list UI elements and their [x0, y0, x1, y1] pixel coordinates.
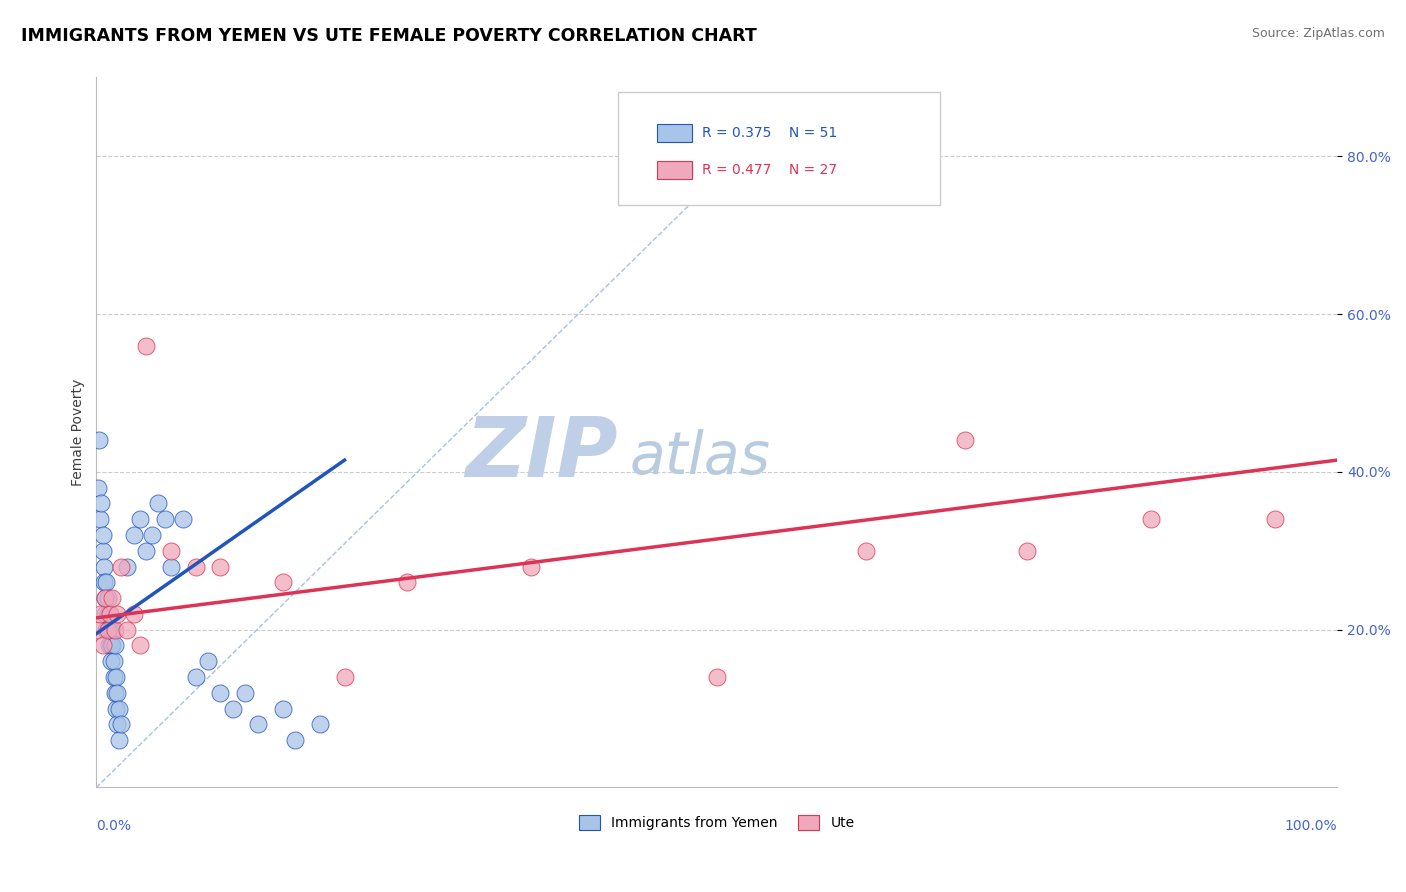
Point — [98, 607, 121, 621]
Point — [91, 639, 114, 653]
Point — [184, 559, 207, 574]
Point — [94, 591, 117, 606]
Point — [87, 434, 110, 448]
Text: 100.0%: 100.0% — [1285, 820, 1337, 833]
Point — [128, 512, 150, 526]
Point — [110, 559, 132, 574]
Point — [284, 733, 307, 747]
Point — [141, 528, 163, 542]
Point — [107, 717, 129, 731]
Point — [100, 654, 122, 668]
Point — [98, 623, 121, 637]
Point — [90, 496, 112, 510]
Point — [271, 701, 294, 715]
Text: R = 0.375    N = 51: R = 0.375 N = 51 — [702, 126, 837, 140]
Point — [159, 543, 181, 558]
Point — [103, 670, 125, 684]
Point — [135, 339, 157, 353]
Point — [519, 559, 541, 574]
Point — [395, 575, 418, 590]
Point — [97, 623, 120, 637]
Point — [89, 512, 111, 526]
Point — [308, 717, 330, 731]
Point — [233, 686, 256, 700]
Point — [117, 623, 139, 637]
Point — [953, 434, 976, 448]
Point — [1264, 512, 1286, 526]
Point — [94, 591, 117, 606]
Point — [101, 639, 124, 653]
Point — [159, 559, 181, 574]
FancyBboxPatch shape — [617, 92, 941, 205]
Point — [94, 607, 117, 621]
Point — [855, 543, 877, 558]
Point — [153, 512, 176, 526]
Point — [172, 512, 194, 526]
Point — [706, 670, 728, 684]
Point — [209, 559, 232, 574]
Point — [91, 543, 114, 558]
Point — [96, 575, 118, 590]
Point — [197, 654, 219, 668]
Point — [96, 623, 118, 637]
Y-axis label: Female Poverty: Female Poverty — [72, 379, 86, 486]
Point — [105, 701, 128, 715]
Point — [107, 733, 129, 747]
Point — [107, 607, 129, 621]
Text: 0.0%: 0.0% — [97, 820, 131, 833]
Point — [103, 654, 125, 668]
Point — [184, 670, 207, 684]
FancyBboxPatch shape — [658, 124, 692, 142]
Point — [209, 686, 232, 700]
Point — [104, 686, 127, 700]
Point — [96, 591, 118, 606]
FancyBboxPatch shape — [658, 161, 692, 179]
Point — [101, 591, 124, 606]
Text: atlas: atlas — [630, 429, 770, 486]
Point — [86, 481, 108, 495]
Point — [86, 623, 108, 637]
Point — [89, 607, 111, 621]
Legend: Immigrants from Yemen, Ute: Immigrants from Yemen, Ute — [579, 815, 855, 830]
Point — [222, 701, 245, 715]
Point — [271, 575, 294, 590]
Point — [96, 623, 118, 637]
Point — [107, 701, 129, 715]
Point — [97, 639, 120, 653]
Point — [104, 623, 127, 637]
Point — [1017, 543, 1039, 558]
Point — [93, 559, 115, 574]
Point — [100, 639, 122, 653]
Point — [135, 543, 157, 558]
Text: R = 0.477    N = 27: R = 0.477 N = 27 — [702, 162, 837, 177]
Point — [98, 607, 121, 621]
Text: ZIP: ZIP — [465, 413, 617, 494]
Point — [96, 607, 118, 621]
Point — [1140, 512, 1163, 526]
Point — [93, 575, 115, 590]
Point — [246, 717, 269, 731]
Point — [148, 496, 170, 510]
Point — [117, 559, 139, 574]
Point — [333, 670, 356, 684]
Text: IMMIGRANTS FROM YEMEN VS UTE FEMALE POVERTY CORRELATION CHART: IMMIGRANTS FROM YEMEN VS UTE FEMALE POVE… — [21, 27, 756, 45]
Point — [101, 623, 124, 637]
Point — [105, 670, 128, 684]
Point — [128, 639, 150, 653]
Point — [122, 607, 145, 621]
Point — [110, 717, 132, 731]
Point — [91, 528, 114, 542]
Text: Source: ZipAtlas.com: Source: ZipAtlas.com — [1251, 27, 1385, 40]
Point — [104, 639, 127, 653]
Point — [107, 686, 129, 700]
Point — [122, 528, 145, 542]
